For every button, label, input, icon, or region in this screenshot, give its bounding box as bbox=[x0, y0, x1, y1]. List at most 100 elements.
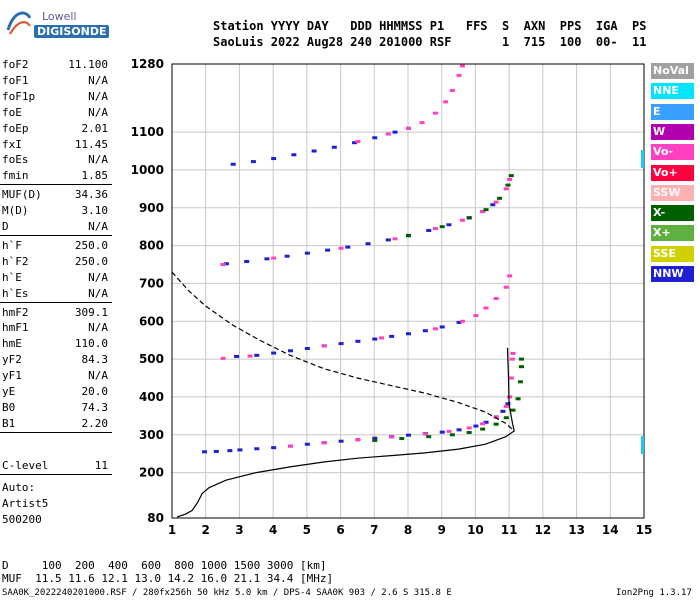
data-point bbox=[466, 430, 472, 434]
data-point bbox=[220, 356, 226, 360]
y-tick-label: 1000 bbox=[131, 163, 164, 177]
data-point bbox=[422, 432, 428, 436]
x-tick-label: 5 bbox=[303, 523, 311, 537]
param-value: N/A bbox=[88, 153, 108, 167]
data-point bbox=[271, 351, 277, 355]
y-tick-label: 500 bbox=[139, 352, 164, 366]
data-point bbox=[483, 208, 489, 212]
data-point bbox=[213, 449, 219, 453]
data-point bbox=[456, 320, 462, 324]
param-name: hmE bbox=[2, 337, 22, 351]
data-point bbox=[223, 262, 229, 266]
logo-text-digisonde: DIGISONDE bbox=[34, 25, 110, 38]
y-tick-label: 900 bbox=[139, 201, 164, 215]
data-point bbox=[399, 437, 405, 441]
param-value: 250.0 bbox=[74, 254, 108, 268]
param-name: foF2 bbox=[2, 58, 29, 71]
param-name: h`E bbox=[2, 270, 22, 284]
param-name: yF2 bbox=[2, 353, 22, 367]
y-tick-label: 1100 bbox=[131, 125, 164, 139]
data-point bbox=[443, 100, 449, 104]
data-point bbox=[446, 223, 452, 227]
data-point bbox=[385, 238, 391, 242]
param-value: N/A bbox=[88, 105, 108, 119]
data-point bbox=[500, 409, 506, 413]
data-point bbox=[459, 319, 465, 323]
param-value: N/A bbox=[88, 321, 108, 335]
data-point bbox=[288, 444, 293, 448]
data-point bbox=[406, 332, 411, 336]
param-value: 2.20 bbox=[81, 416, 109, 430]
param-name: h`F bbox=[2, 238, 22, 252]
param-name: D bbox=[2, 220, 9, 233]
legend-item-vo-: Vo- bbox=[651, 144, 694, 161]
data-point bbox=[244, 259, 250, 263]
param-value: N/A bbox=[88, 73, 108, 87]
data-point bbox=[271, 256, 277, 260]
x-tick-label: 9 bbox=[438, 523, 446, 537]
param-value: 11.100 bbox=[68, 58, 108, 71]
param-value: 11.45 bbox=[74, 137, 108, 151]
data-point bbox=[372, 136, 378, 140]
param-value: 1.85 bbox=[81, 169, 109, 183]
data-point bbox=[372, 337, 378, 341]
legend-item-x-: X+ bbox=[651, 225, 694, 242]
param-value: 2.01 bbox=[81, 121, 109, 135]
legend-item-vo-: Vo+ bbox=[651, 164, 694, 181]
data-point bbox=[234, 354, 240, 358]
param-name: M(D) bbox=[2, 204, 29, 218]
y-tick-label: 1280 bbox=[131, 57, 164, 71]
legend-item-w: W bbox=[651, 123, 694, 140]
trace-fit-line bbox=[176, 347, 515, 518]
data-point bbox=[432, 327, 438, 331]
separator bbox=[0, 184, 112, 186]
data-point bbox=[227, 449, 233, 453]
data-point bbox=[473, 314, 479, 318]
data-point bbox=[321, 344, 327, 348]
data-point bbox=[459, 218, 465, 222]
param-value: 110.0 bbox=[74, 337, 108, 351]
x-tick-label: 2 bbox=[202, 523, 210, 537]
data-point bbox=[372, 436, 378, 440]
data-point bbox=[254, 447, 260, 451]
data-point bbox=[291, 153, 297, 157]
footer-version: Ion2Png 1.3.17 bbox=[616, 588, 692, 598]
param-value: 34.36 bbox=[74, 188, 108, 202]
param-name: yF1 bbox=[2, 369, 22, 383]
header-values: SaoLuis 2022 Aug28 240 201000 RSF 1 715 … bbox=[213, 35, 647, 49]
data-point bbox=[419, 121, 425, 125]
data-point bbox=[355, 140, 361, 144]
param-name: foF1 bbox=[2, 73, 29, 87]
clevel-label: C-level bbox=[2, 459, 49, 472]
x-tick-label: 10 bbox=[467, 523, 484, 537]
muf-distance-row: D 100 200 400 600 800 1000 1500 3000 [km… bbox=[2, 559, 327, 572]
param-value: 74.3 bbox=[81, 400, 109, 414]
data-point bbox=[321, 441, 327, 445]
data-point bbox=[406, 234, 411, 238]
param-value: 309.1 bbox=[74, 305, 108, 319]
x-tick-label: 11 bbox=[501, 523, 518, 537]
data-point bbox=[509, 357, 515, 361]
legend-item-nnw: NNW bbox=[651, 266, 694, 282]
data-point bbox=[466, 216, 472, 220]
x-tick-label: 8 bbox=[404, 523, 412, 537]
data-point bbox=[517, 380, 523, 384]
data-point bbox=[466, 426, 472, 430]
data-point bbox=[505, 402, 511, 406]
param-value: 84.3 bbox=[81, 353, 109, 367]
data-point bbox=[480, 422, 486, 426]
param-name: fxI bbox=[2, 137, 22, 151]
autoscaler-label: Auto: bbox=[2, 481, 36, 494]
data-point bbox=[456, 73, 462, 77]
data-point bbox=[507, 274, 513, 278]
param-value: 20.0 bbox=[81, 385, 109, 398]
data-point bbox=[355, 339, 361, 343]
data-point bbox=[508, 376, 514, 380]
data-point bbox=[449, 88, 455, 92]
param-value: N/A bbox=[88, 270, 108, 284]
x-tick-label: 14 bbox=[602, 523, 619, 537]
data-point bbox=[247, 354, 253, 358]
data-point bbox=[202, 450, 208, 454]
